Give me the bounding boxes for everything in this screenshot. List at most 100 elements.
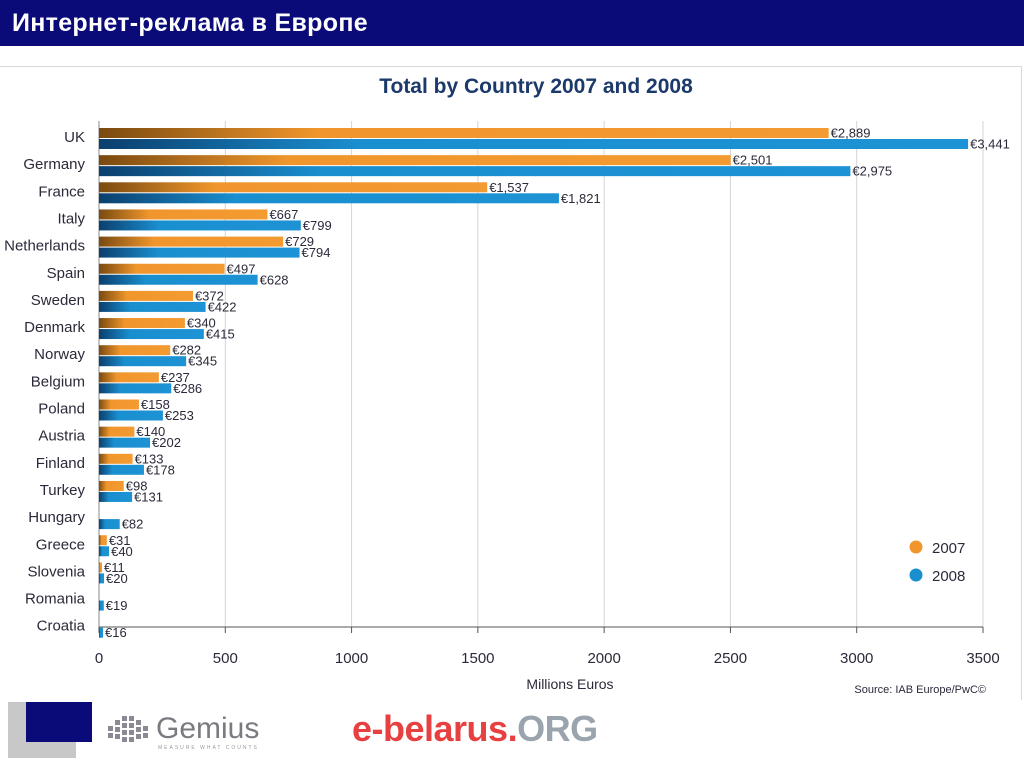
gemius-logo: Gemius MEASURE WHAT COUNTS (108, 712, 278, 752)
x-tick-label: 2500 (714, 650, 747, 667)
legend-label-2008: 2008 (932, 568, 965, 585)
bar-2007 (99, 426, 135, 437)
bar-2008 (99, 410, 163, 421)
category-label: Poland (38, 401, 85, 418)
bar-2007 (99, 209, 268, 220)
x-axis-label: Millions Euros (526, 676, 613, 692)
bar-2008 (99, 139, 969, 149)
bar-2008 (99, 220, 301, 231)
category-label: UK (64, 129, 85, 146)
ebelarus-logo-dot: . (507, 708, 518, 749)
bar-2008 (99, 519, 120, 530)
gemius-logo-text: Gemius (156, 712, 260, 745)
x-tick-label: 1000 (335, 650, 368, 667)
ebelarus-logo-org: ORG (517, 708, 598, 749)
bar-2008 (99, 301, 206, 312)
legend-label-2007: 2007 (932, 540, 965, 557)
bar-2008 (99, 437, 151, 448)
bar-2007 (99, 480, 124, 491)
data-label-2008: €799 (303, 218, 332, 233)
data-label-2008: €628 (260, 272, 289, 287)
gemius-logo-tagline: MEASURE WHAT COUNTS (158, 745, 259, 751)
data-label-2007: €133 (135, 451, 164, 466)
data-label-2008: €253 (165, 408, 194, 423)
bar-2007 (99, 155, 731, 166)
data-label-2007: €372 (195, 288, 224, 303)
data-label-2007: €1,537 (489, 180, 529, 195)
bar-2007 (99, 372, 159, 383)
data-label-2008: €2,975 (852, 164, 892, 179)
chart-legend: 2007 2008 (909, 540, 965, 585)
bar-2008 (99, 383, 172, 394)
bar-chart: 0 500 1000 1500 2000 2500 3000 3500 UK €2,889 €3,4… (4, 75, 1010, 696)
bar-2007 (99, 345, 171, 356)
legend-swatch-2007 (909, 540, 923, 554)
data-label-2008: €40 (111, 544, 133, 559)
legend-swatch-2008 (909, 568, 923, 582)
category-label: Belgium (31, 373, 85, 390)
category-label: Hungary (28, 509, 85, 526)
bar-2008 (99, 491, 133, 502)
bar-2007 (99, 562, 102, 573)
x-tick-label: 500 (213, 650, 238, 667)
x-tick-label: 0 (95, 650, 103, 667)
x-tick-label: 3000 (840, 650, 873, 667)
bar-2008 (99, 573, 105, 584)
data-label-2007: €158 (141, 397, 170, 412)
chart-title: Total by Country 2007 and 2008 (379, 75, 693, 98)
data-label-2007: €729 (285, 234, 314, 249)
data-label-2007: €282 (172, 343, 201, 358)
bar-2007 (99, 290, 193, 301)
category-label: Romania (25, 591, 86, 608)
source-note: Source: IAB Europe/PwC© (854, 684, 986, 696)
bar-2008 (99, 247, 300, 258)
category-label: Greece (36, 536, 85, 553)
data-label-2008: €202 (152, 435, 181, 450)
bar-2008 (99, 329, 204, 340)
data-label-2008: €82 (122, 517, 144, 532)
category-label: Germany (23, 156, 85, 173)
data-label-2008: €16 (105, 625, 127, 640)
chart-panel: 0 500 1000 1500 2000 2500 3000 3500 UK €2,889 €3,4… (0, 66, 1022, 700)
bar-2008 (99, 627, 104, 638)
category-label: Sweden (31, 292, 85, 309)
bar-2007 (99, 263, 225, 274)
data-label-2008: €794 (302, 245, 331, 260)
x-tick-label: 1500 (461, 650, 494, 667)
category-label: Denmark (24, 319, 85, 336)
category-label: Spain (47, 265, 85, 282)
bar-2007 (99, 182, 488, 193)
category-label: Italy (57, 210, 85, 227)
slide-title: Интернет-реклама в Европе (12, 9, 368, 37)
category-label: Turkey (40, 482, 86, 499)
data-label-2008: €178 (146, 462, 175, 477)
bar-2007 (99, 318, 185, 329)
bar-2007 (99, 236, 284, 247)
bar-2008 (99, 600, 104, 611)
category-label: France (38, 183, 85, 200)
data-label-2008: €422 (208, 299, 237, 314)
bar-2007 (99, 399, 139, 410)
data-label-2008: €415 (206, 327, 235, 342)
data-label-2007: €2,889 (831, 126, 871, 141)
data-label-2007: €667 (269, 207, 298, 222)
data-label-2008: €20 (106, 571, 128, 586)
footer-decor-navy (26, 702, 92, 742)
data-label-2007: €11 (104, 560, 125, 575)
bar-2007 (99, 453, 133, 464)
x-tick-label: 2000 (587, 650, 620, 667)
x-tick-label: 3500 (966, 650, 999, 667)
bar-2008 (99, 464, 144, 475)
bar-2008 (99, 193, 559, 204)
data-label-2008: €19 (106, 598, 128, 613)
data-label-2008: €1,821 (561, 191, 601, 206)
bar-2008 (99, 546, 110, 557)
category-label: Norway (34, 346, 85, 363)
data-label-2008: €131 (134, 489, 163, 504)
category-label: Austria (38, 428, 85, 445)
bar-2007 (99, 128, 829, 138)
bar-2008 (99, 274, 258, 285)
category-label: Slovenia (27, 563, 85, 580)
data-label-2007: €98 (126, 478, 148, 493)
data-label-2007: €140 (136, 424, 165, 439)
